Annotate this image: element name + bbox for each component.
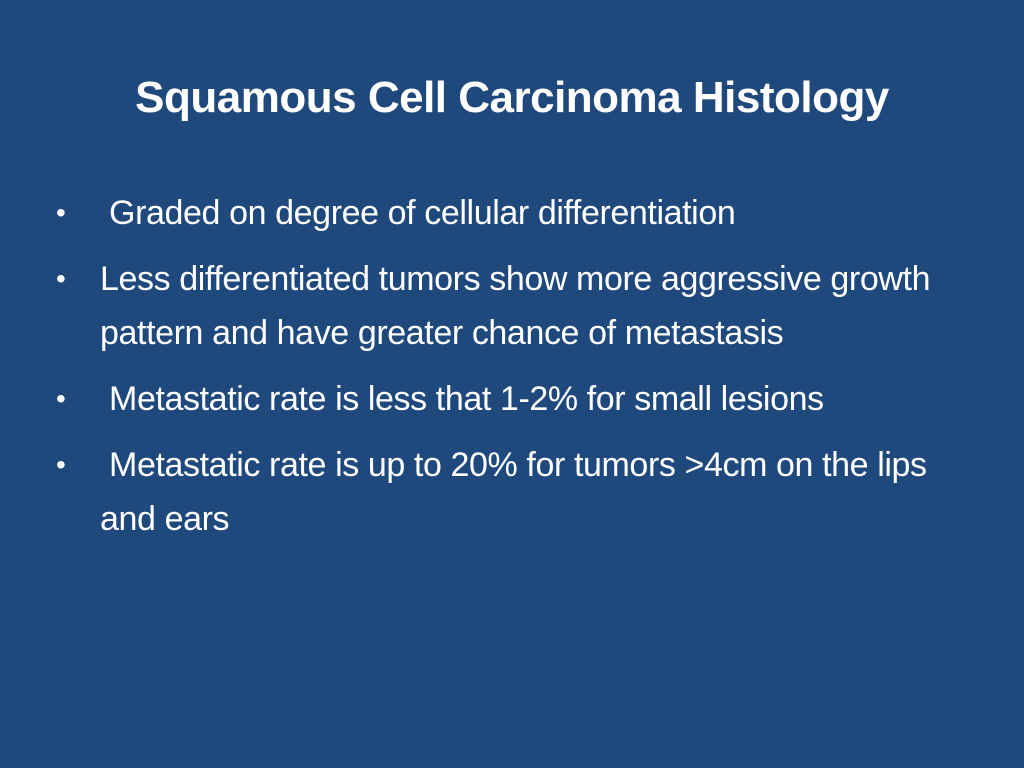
bullet-item: • Metastatic rate is less that 1-2% for … <box>56 372 976 426</box>
bullet-point-icon: • <box>56 197 66 228</box>
bullet-text: Metastatic rate is up to 20% for tumors … <box>100 446 936 538</box>
bullet-item: • Graded on degree of cellular different… <box>56 186 976 240</box>
bullet-text: Metastatic rate is less that 1-2% for sm… <box>100 380 824 418</box>
bullet-point-icon: • <box>56 449 66 480</box>
slide-title: Squamous Cell Carcinoma Histology <box>135 73 889 122</box>
bullet-text: Less differentiated tumors show more agg… <box>100 260 931 352</box>
bullet-point-icon: • <box>56 263 66 294</box>
bullet-text: Graded on degree of cellular differentia… <box>100 194 736 232</box>
bullet-list: • Graded on degree of cellular different… <box>56 186 976 558</box>
bullet-item: • Less differentiated tumors show more a… <box>56 252 976 360</box>
bullet-item: • Metastatic rate is up to 20% for tumor… <box>56 438 976 546</box>
bullet-point-icon: • <box>56 383 66 414</box>
